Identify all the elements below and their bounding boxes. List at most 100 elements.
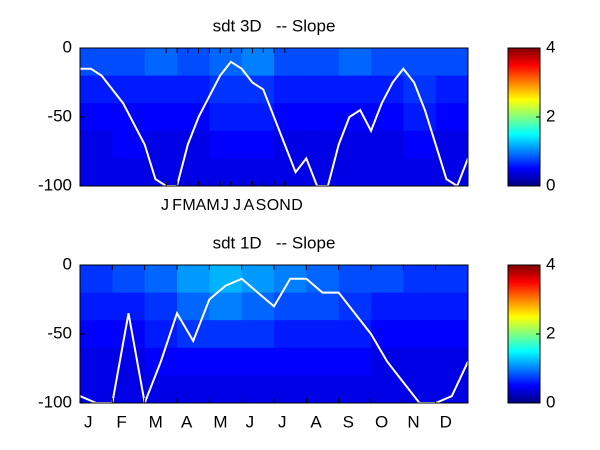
heat-cell	[306, 48, 340, 77]
heat-cell	[144, 320, 178, 349]
heat-cell	[435, 375, 469, 404]
heat-cell	[306, 375, 340, 404]
heat-cell	[403, 347, 437, 376]
heat-cell	[274, 375, 307, 404]
heat-cell	[306, 265, 340, 294]
heat-cell	[403, 158, 437, 187]
colorbar-tick-label: 2	[546, 106, 555, 125]
heat-cell	[403, 265, 437, 294]
heat-cell	[371, 130, 404, 159]
heat-cell	[435, 320, 469, 349]
heat-cell	[80, 265, 113, 294]
heat-cell	[435, 130, 469, 159]
x-tick-label: D	[440, 412, 452, 431]
x-tick-label: A	[244, 197, 255, 214]
heat-cell	[144, 130, 178, 159]
colorbar	[507, 264, 541, 404]
x-tick-label: F	[172, 197, 182, 214]
colorbar-tick-label: 0	[546, 175, 555, 194]
heat-cell	[306, 75, 340, 104]
y-tick-label: 0	[63, 37, 72, 56]
heat-cell	[209, 75, 243, 104]
x-tick-label: M	[149, 412, 163, 431]
heat-cell	[209, 103, 243, 132]
heat-cell	[371, 292, 404, 321]
x-tick-label: O	[267, 197, 279, 214]
heat-cell	[209, 375, 243, 404]
x-tick-label: M	[206, 197, 219, 214]
heat-cell	[177, 158, 210, 187]
x-tick-label: N	[407, 412, 419, 431]
heat-cell	[209, 130, 243, 159]
heat-cell	[306, 292, 340, 321]
heat-cell	[241, 130, 275, 159]
heat-cell	[80, 375, 113, 404]
x-tick-label: N	[279, 197, 291, 214]
heat-cell	[177, 265, 210, 294]
heat-cell	[144, 48, 178, 77]
heat-cell	[209, 292, 243, 321]
heat-cell	[209, 265, 243, 294]
heat-cell	[177, 320, 210, 349]
heat-cell	[435, 292, 469, 321]
heat-cell	[274, 48, 307, 77]
heat-cell	[80, 130, 113, 159]
chart-title: sdt 1D -- Slope	[213, 233, 336, 252]
heat-cell	[177, 375, 210, 404]
heat-cell	[241, 75, 275, 104]
y-tick-label: -100	[38, 175, 72, 194]
depth-line	[80, 60, 469, 188]
heat-cell	[371, 158, 404, 187]
heat-cell	[435, 75, 469, 104]
heat-cell	[209, 320, 243, 349]
heat-cell	[144, 103, 178, 132]
heat-cell	[338, 75, 372, 104]
heat-cell	[371, 265, 404, 294]
heat-cell	[209, 48, 243, 77]
x-tick-label: A	[181, 412, 193, 431]
heat-cell	[371, 48, 404, 77]
x-tick-label: J	[233, 197, 241, 214]
heat-cell	[338, 158, 372, 187]
heat-cell	[112, 48, 146, 77]
heat-cell	[241, 265, 275, 294]
x-tick-label: S	[343, 412, 354, 431]
heat-cell	[177, 292, 210, 321]
heat-cell	[241, 48, 275, 77]
x-tick-label: J	[84, 412, 93, 431]
x-tick-label: M	[182, 197, 195, 214]
heat-cell	[241, 320, 275, 349]
x-tick-label: A	[310, 412, 322, 431]
heat-cell	[241, 347, 275, 376]
heat-cell	[177, 130, 210, 159]
heat-cell	[80, 292, 113, 321]
heat-cell	[435, 103, 469, 132]
colorbar-tick-label: 4	[546, 254, 555, 273]
heat-cell	[80, 158, 113, 187]
heat-cell	[403, 130, 437, 159]
heat-cell	[177, 48, 210, 77]
heat-cell	[403, 292, 437, 321]
heat-cell	[144, 75, 178, 104]
x-tick-label: F	[116, 412, 126, 431]
heat-cell	[80, 103, 113, 132]
heat-cell	[209, 158, 243, 187]
heat-cell	[112, 320, 146, 349]
chart-title: sdt 3D -- Slope	[213, 16, 336, 35]
heat-cell	[112, 158, 146, 187]
heat-cell	[338, 265, 372, 294]
y-tick-label: -50	[47, 323, 72, 342]
heat-cell	[371, 375, 404, 404]
heat-cell	[241, 158, 275, 187]
heat-cell	[338, 347, 372, 376]
heat-cell	[274, 320, 307, 349]
heat-cell	[371, 75, 404, 104]
x-tick-label: S	[256, 197, 267, 214]
heat-cell	[80, 320, 113, 349]
heat-cell	[144, 292, 178, 321]
heat-cell	[306, 347, 340, 376]
heat-cell	[241, 292, 275, 321]
heat-cell	[274, 103, 307, 132]
x-tick-label: A	[196, 197, 207, 214]
heat-cell	[177, 75, 210, 104]
